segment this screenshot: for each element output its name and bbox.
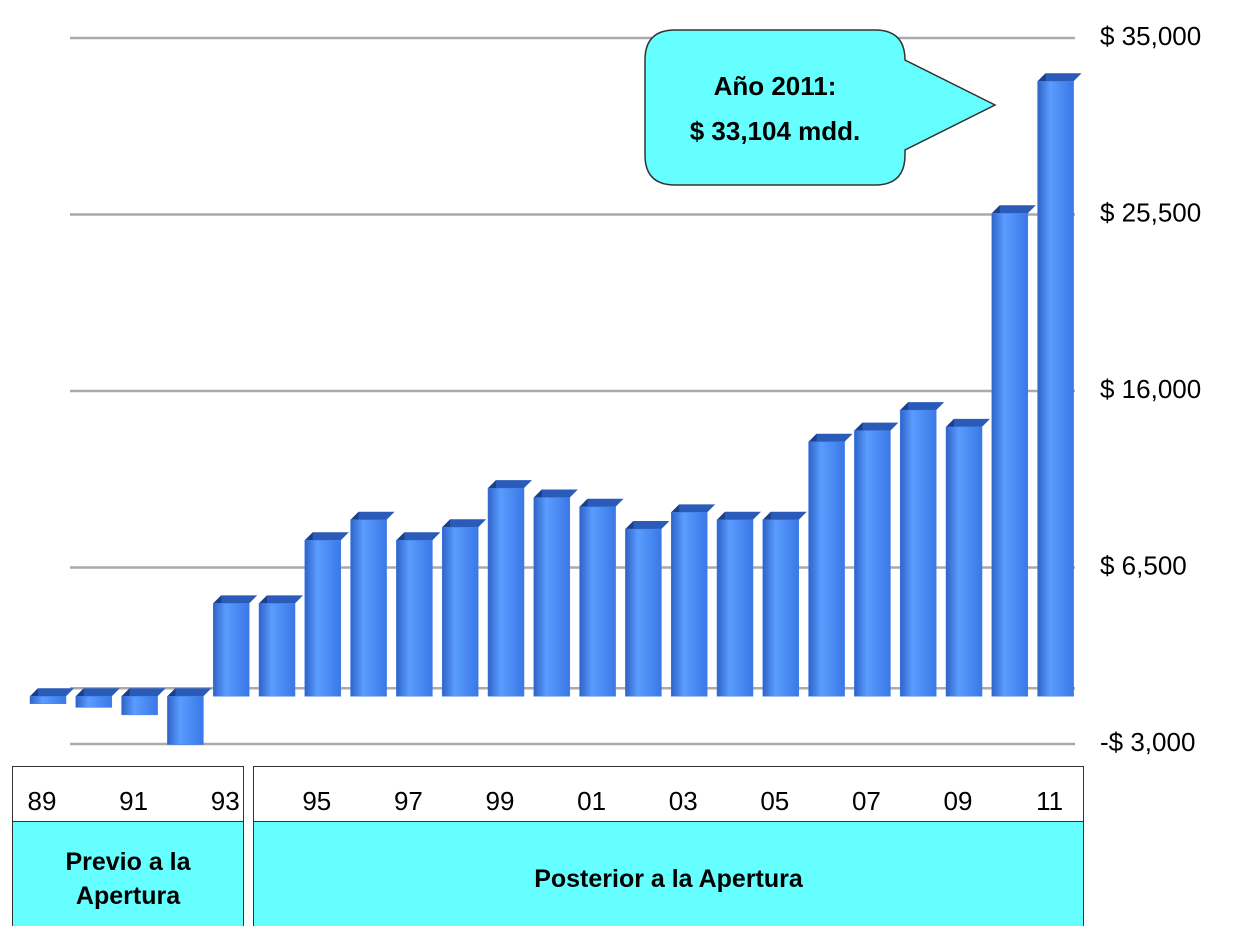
bar-top [625, 521, 670, 530]
bar-top [396, 532, 441, 541]
bar-top [75, 688, 120, 697]
x-tick-label: 09 [944, 786, 973, 816]
bar [670, 512, 708, 697]
bar [487, 487, 525, 697]
x-tick-label: 03 [669, 786, 698, 816]
x-tick-label: 93 [211, 786, 240, 816]
group-label: Posterior a la Apertura [254, 821, 1083, 926]
bar-top [350, 511, 395, 520]
bar [350, 519, 387, 697]
bar-top [167, 688, 212, 697]
callout [644, 29, 997, 186]
bar [167, 696, 204, 745]
bar-top [991, 205, 1036, 214]
x-tick-label: 91 [119, 786, 148, 816]
bar [258, 603, 296, 697]
annotation: Año 2011: [714, 71, 837, 101]
annotation: $ 33,104 mdd. [690, 116, 861, 146]
bar [854, 430, 891, 697]
bar-top [762, 511, 807, 520]
bar-top [121, 688, 166, 697]
bar [808, 441, 845, 697]
bar [716, 519, 754, 697]
x-tick-label: 95 [302, 786, 331, 816]
bar [29, 696, 67, 704]
bar-top [900, 402, 945, 411]
x-tick-label: 97 [394, 786, 423, 816]
x-tick-label: 05 [760, 786, 789, 816]
y-tick-label: $ 25,500 [1100, 197, 1201, 227]
bar [762, 519, 800, 697]
x-tick-label: 89 [28, 786, 57, 816]
bar [579, 506, 616, 697]
bar-top [259, 595, 303, 604]
bar-top [1037, 73, 1082, 82]
x-tick-label: 07 [852, 786, 881, 816]
bar [625, 528, 662, 697]
group-box: Previo a la Apertura [12, 766, 244, 926]
bar [212, 603, 250, 697]
x-tick-label: 99 [486, 786, 515, 816]
bar-top [533, 489, 578, 498]
bar [121, 696, 158, 716]
bar-top [946, 418, 990, 427]
bar [75, 696, 113, 708]
y-tick-label: $ 35,000 [1100, 21, 1201, 51]
bar-top [488, 480, 532, 489]
bar [304, 539, 342, 697]
bar-top [854, 422, 899, 431]
bar-top [213, 595, 258, 604]
x-tick-label: 01 [577, 786, 606, 816]
group-box: Posterior a la Apertura [253, 766, 1084, 926]
bar-top [30, 688, 74, 697]
bar [533, 497, 571, 697]
y-tick-label: -$ 3,000 [1100, 727, 1195, 757]
bar [1037, 80, 1074, 697]
y-tick-label: $ 16,000 [1100, 374, 1201, 404]
bar-top [671, 504, 716, 513]
bar-top [442, 519, 487, 528]
bar-top [304, 532, 349, 541]
bar [441, 526, 479, 697]
bar [899, 409, 937, 697]
bar-top [579, 498, 624, 507]
y-tick-label: $ 6,500 [1100, 550, 1187, 580]
x-tick-label: 11 [1036, 786, 1063, 816]
group-label: Previo a la Apertura [13, 821, 243, 926]
bar-top [808, 433, 853, 442]
bar [396, 539, 433, 697]
bar-top [717, 511, 761, 520]
bar [945, 426, 983, 697]
bar [991, 212, 1029, 697]
